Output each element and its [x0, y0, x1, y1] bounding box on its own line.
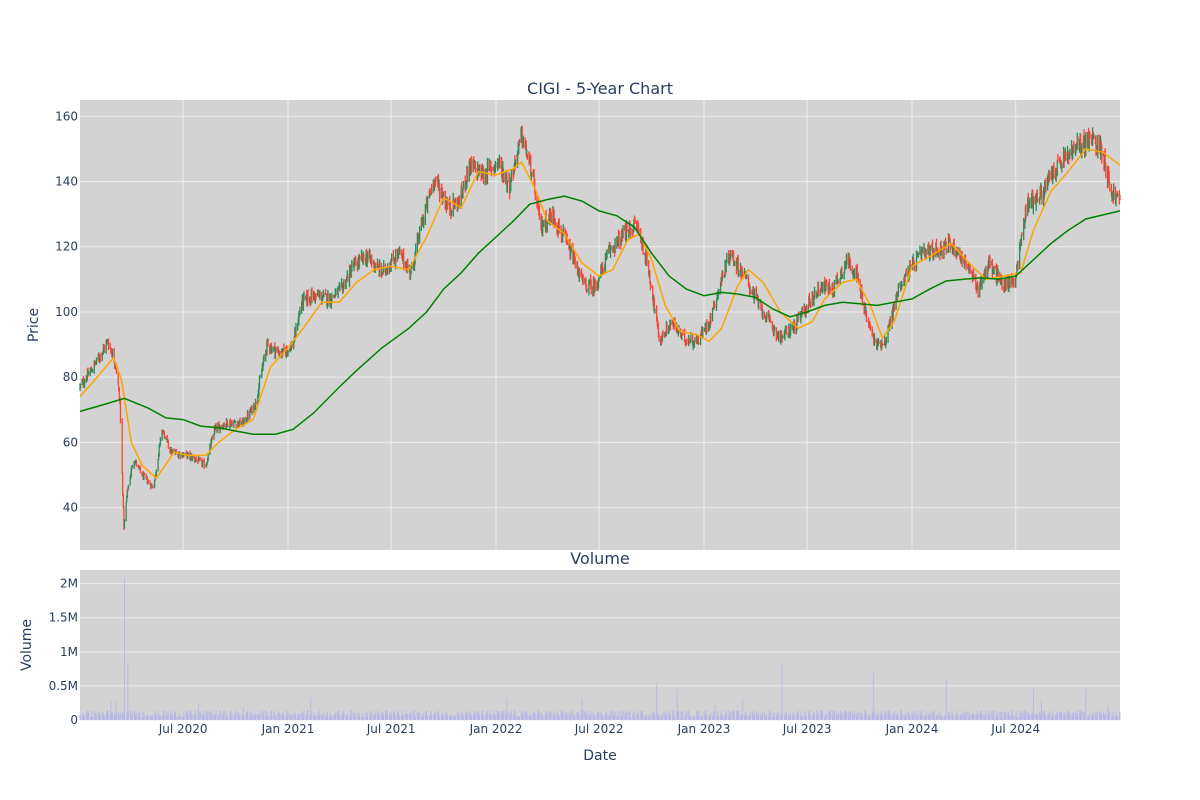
x-axis-title: Date [583, 748, 616, 764]
volume-panel: 0 0.5M 1M 1.5M 2M Jul 2020 Jan 2021 Jul 2021 Ja… [19, 549, 1121, 764]
volume-y-tick-label: 1M [60, 645, 78, 659]
x-tick-label: Jul 2021 [366, 722, 416, 736]
volume-y-ticks: 0 0.5M 1M 1.5M 2M [49, 577, 78, 727]
x-tick-label: Jul 2022 [574, 722, 624, 736]
volume-y-tick-label: 2M [60, 577, 78, 591]
price-y-tick-label: 60 [63, 435, 78, 449]
price-chart-title: CIGI - 5-Year Chart [527, 79, 673, 98]
price-y-tick-label: 140 [55, 175, 78, 189]
volume-y-tick-label: 1.5M [49, 611, 78, 625]
price-y-tick-label: 120 [55, 240, 78, 254]
x-tick-label: Jan 2021 [261, 722, 315, 736]
x-tick-label: Jan 2022 [469, 722, 523, 736]
long-moving-average-line [79, 195, 1121, 435]
volume-y-axis-title: Volume [19, 619, 35, 671]
volume-x-ticks: Jul 2020 Jan 2021 Jul 2021 Jan 2022 Jul 2022… [158, 722, 1040, 736]
x-tick-label: Jan 2024 [885, 722, 939, 736]
x-tick-label: Jul 2023 [782, 722, 832, 736]
volume-chart-title: Volume [570, 549, 630, 568]
price-y-tick-label: 80 [63, 370, 78, 384]
volume-bars [79, 578, 1121, 720]
x-tick-label: Jul 2020 [158, 722, 208, 736]
price-y-ticks: 40 60 80 100 120 140 160 [55, 109, 78, 514]
moving-average-lines [79, 148, 1121, 480]
x-tick-label: Jul 2024 [990, 722, 1040, 736]
volume-y-tick-label: 0.5M [49, 679, 78, 693]
price-y-tick-label: 160 [55, 109, 78, 123]
price-y-axis-title: Price [26, 308, 42, 342]
short-moving-average-line [79, 148, 1121, 480]
volume-gridlines [80, 583, 1120, 721]
price-y-tick-label: 40 [63, 501, 78, 515]
price-plot-area [80, 100, 1120, 550]
x-tick-label: Jan 2023 [677, 722, 731, 736]
volume-plot-area [80, 570, 1120, 720]
volume-y-tick-label: 0 [70, 713, 78, 727]
price-y-tick-label: 100 [55, 305, 78, 319]
price-gridlines [80, 100, 1120, 550]
price-panel: 40 60 80 100 120 140 160 CIGI - 5-Year Chart P… [26, 79, 1121, 550]
